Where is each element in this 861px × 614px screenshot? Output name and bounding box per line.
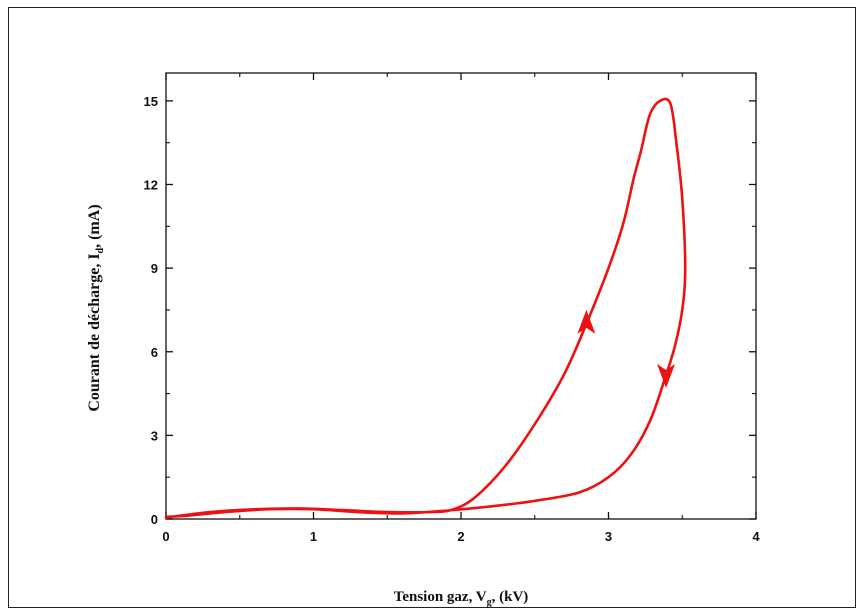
y-axis-title: Courant de décharge, Id, (mA) (86, 204, 106, 411)
y-tick-label: 15 (144, 94, 158, 109)
x-axis-title: Tension gaz, Vg, (kV) (394, 589, 529, 608)
series-line (164, 97, 687, 519)
y-axis: 0 3 6 9 12 15 (144, 94, 756, 527)
direction-arrow (657, 364, 676, 389)
y-tick-label: 12 (144, 178, 158, 193)
x-axis: 0 1 2 3 4 (162, 73, 760, 544)
y-tick-label: 0 (151, 512, 158, 527)
direction-arrows (577, 309, 676, 389)
y-tick-label: 9 (151, 261, 158, 276)
x-tick-label: 2 (457, 529, 464, 544)
y-tick-label: 3 (151, 428, 158, 443)
y-tick-label: 6 (151, 345, 158, 360)
x-tick-label: 0 (162, 529, 169, 544)
direction-arrow (577, 309, 596, 334)
x-tick-label: 4 (752, 529, 760, 544)
plot-area (165, 72, 757, 520)
x-tick-label: 1 (310, 529, 317, 544)
x-tick-label: 3 (605, 529, 612, 544)
series-group (164, 97, 687, 519)
